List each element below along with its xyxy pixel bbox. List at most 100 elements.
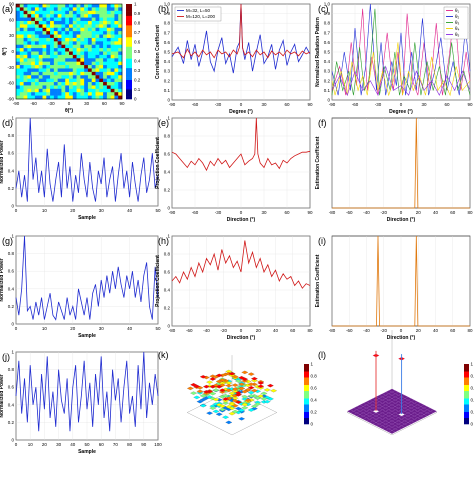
colorbar-segment [126,65,132,69]
heat-cell [34,61,40,66]
heat-cell [65,31,70,35]
heat-cell [76,14,81,18]
heat-cell [31,24,36,29]
panel-c: (c) -90 -60 -30 0 30 60 90 0 0.1 0.2 0.3 0.4 0.5 0.6 0.… [315,2,473,116]
colorbar-segment [464,415,469,417]
heat-cell [23,31,28,35]
heat-cell [34,14,40,18]
x-tick-label: 20 [256,328,262,333]
colorbar-tick: 0.2 [311,410,318,415]
heat-cell [38,14,43,18]
heat-cell [31,27,36,32]
colorbar-segment [126,72,132,76]
x-tick-label: 0 [68,101,71,106]
heat-cell [16,20,21,25]
heat-cell [34,58,40,62]
heat-cell [38,4,43,8]
surface-patch [215,412,223,416]
heat-cell [61,4,66,8]
heat-cell [19,92,24,96]
heat-cell [114,61,119,66]
heat-cell [61,58,66,62]
heat-cell [34,20,40,25]
heat-cell [103,61,108,66]
heat-cell [31,31,36,35]
heat-cell [72,61,77,66]
heat-cell [69,4,74,8]
heat-cell [110,14,115,18]
heat-cell [76,7,81,12]
y-tick-label: 0.8 [8,251,15,256]
heat-cell [103,85,108,90]
heat-cell [50,61,55,66]
heat-cell [16,17,21,22]
heat-cell [27,48,32,52]
series-line-1 [171,117,311,172]
heat-cell [69,71,74,76]
heat-cell [87,48,93,52]
heat-cell [91,37,96,42]
heat-cell [84,54,89,59]
surface-patch [215,373,223,378]
heat-cell [114,48,119,52]
surface-patch [206,411,213,415]
heat-cell [19,75,24,79]
colorbar-segment [126,15,132,19]
heat-cell [69,20,74,25]
heat-cell [27,54,32,59]
colorbar-segment [464,419,469,422]
heat-cell [53,51,58,56]
heat-cell [80,41,85,46]
surface-patch [222,415,229,419]
heat-cell [80,20,85,25]
heat-cell [80,92,85,96]
heat-cell [114,68,119,73]
heat-cell [65,37,70,42]
heat-cell [114,78,119,83]
heat-cell [42,54,47,59]
heat-cell [80,24,85,29]
heat-cell [95,65,100,69]
y-tick-label: 0.8 [8,133,15,138]
heat-cell [42,24,47,29]
heat-cell [80,44,85,49]
heat-cell [114,27,119,32]
heat-cell [91,58,96,62]
colorbar-segment [464,376,469,378]
heat-cell [106,20,111,25]
colorbar-tick: 1 [471,362,474,367]
heat-cell [80,54,85,59]
heat-cell [38,48,43,52]
heat-cell [106,95,111,100]
heat-cell [50,71,55,76]
heat-cell [103,44,108,49]
heat-cell [53,82,58,86]
heat-cell [110,82,115,86]
heat-cell [16,92,21,96]
heat-cell [23,54,28,59]
y-axis-label: Correlation Coefficient [155,25,161,79]
heat-cell [80,27,85,32]
colorbar-segment [304,419,309,422]
heat-cell [42,4,47,8]
heat-cell [114,10,119,15]
colorbar-segment [126,94,132,97]
heat-cell [31,85,36,90]
x-tick-label: -60 [192,210,199,215]
colorbar-segment [464,394,469,396]
heat-cell [61,44,66,49]
heat-cell [57,61,62,66]
colorbar-segment [304,401,309,404]
heat-cell [99,88,104,93]
surface-patch [222,394,229,398]
surface-patch [267,383,274,388]
heat-cell [87,92,93,96]
colorbar-segment [464,398,469,401]
heat-cell [99,92,104,96]
heat-cell [53,54,58,59]
heat-cell [27,88,32,93]
colorbar-tick: 0.8 [471,374,474,379]
heat-cell [87,71,93,76]
surface-patch [228,372,236,376]
heat-cell [65,71,70,76]
